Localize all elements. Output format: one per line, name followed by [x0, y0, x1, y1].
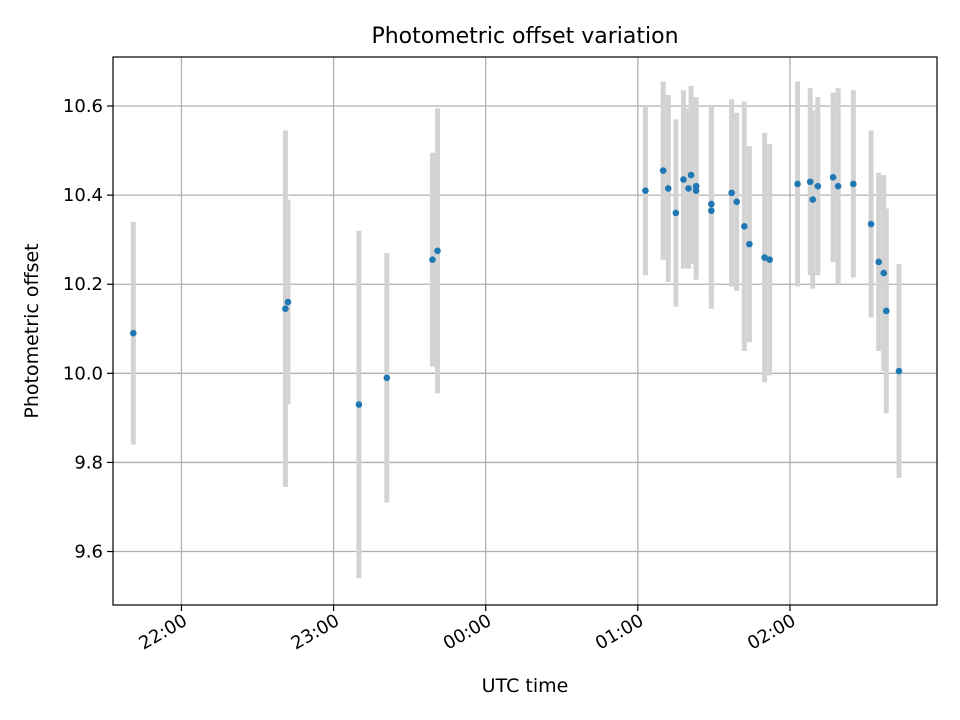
chart-title: Photometric offset variation	[371, 24, 678, 49]
data-point	[794, 180, 801, 188]
data-point	[685, 185, 692, 192]
data-point	[429, 256, 436, 264]
data-point	[355, 401, 363, 408]
y-tick-label: 10.2	[63, 274, 103, 295]
data-point	[284, 298, 292, 306]
data-point	[875, 258, 882, 266]
data-point	[708, 207, 715, 215]
x-axis-label: UTC time	[482, 675, 569, 697]
data-point	[434, 247, 441, 255]
y-tick-label: 9.6	[74, 542, 103, 563]
y-tick-label: 10.4	[63, 185, 103, 206]
data-point	[733, 198, 741, 206]
data-point	[659, 167, 667, 174]
data-points	[129, 167, 903, 408]
data-point	[850, 180, 857, 188]
data-point	[642, 187, 649, 194]
data-point	[829, 173, 837, 181]
data-point	[282, 305, 289, 313]
data-point	[809, 196, 817, 203]
data-point	[687, 171, 695, 179]
data-point	[880, 269, 888, 277]
y-tick-label: 10.6	[63, 96, 103, 117]
data-point	[692, 182, 700, 190]
data-point	[672, 209, 680, 217]
data-point	[664, 185, 672, 192]
data-point	[129, 329, 137, 337]
data-point	[728, 189, 735, 197]
data-point	[761, 254, 768, 261]
data-point	[806, 178, 814, 186]
y-tick-label: 9.8	[74, 452, 103, 473]
data-point	[895, 367, 903, 375]
data-point	[741, 223, 748, 230]
y-tick-label: 10.0	[63, 363, 103, 384]
data-point	[746, 240, 753, 248]
data-point	[383, 374, 391, 382]
plot-frame	[112, 56, 938, 606]
data-point	[834, 182, 842, 190]
data-point	[882, 307, 890, 315]
data-point	[708, 200, 715, 208]
y-axis-ticks: 9.6 9.8 10.0 10.2 10.4 10.6	[63, 96, 113, 563]
data-point	[814, 182, 822, 190]
data-point	[867, 220, 875, 228]
data-point	[766, 256, 773, 264]
data-point	[680, 176, 687, 183]
y-axis-label: Photometric offset	[21, 243, 43, 418]
